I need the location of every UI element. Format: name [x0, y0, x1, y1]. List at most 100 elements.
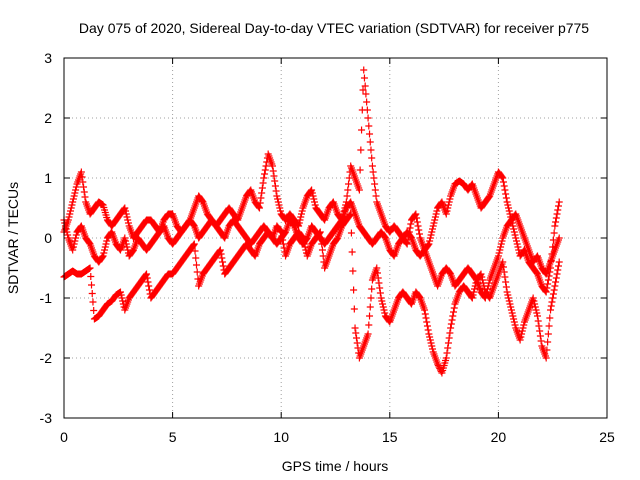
data-point: [376, 284, 384, 292]
data-point: [450, 304, 458, 312]
data-point: [546, 314, 554, 322]
y-tick-label: 3: [44, 50, 52, 66]
data-point: [517, 333, 525, 341]
data-point: [278, 232, 286, 240]
data-point: [514, 243, 522, 251]
data-point: [87, 273, 95, 280]
data-point: [90, 307, 98, 314]
data-point: [377, 294, 385, 302]
data-point: [543, 346, 551, 354]
data-point: [429, 345, 437, 353]
data-point: [450, 308, 458, 316]
data-point: [497, 240, 505, 248]
data-point: [444, 339, 452, 347]
data-point: [549, 290, 557, 298]
data-point: [551, 282, 559, 290]
data-point: [193, 268, 201, 276]
data-point: [432, 210, 440, 218]
data-point: [269, 167, 277, 175]
data-point: [347, 229, 355, 237]
data-point: [360, 66, 368, 74]
y-tick-labels: -3 -2 -1 0 1 2 3: [40, 50, 53, 426]
data-point: [290, 221, 298, 229]
data-point: [270, 172, 278, 180]
data-point: [77, 168, 85, 176]
data-point: [547, 306, 555, 314]
data-point: [554, 266, 562, 274]
data-point: [271, 182, 279, 190]
data-point: [534, 317, 542, 325]
data-point: [413, 214, 421, 222]
data-point: [529, 294, 537, 302]
data-point: [350, 305, 358, 313]
data-point: [428, 228, 436, 236]
data-point: [543, 284, 551, 292]
data-point: [509, 312, 517, 320]
data-point: [296, 216, 304, 224]
data-point: [89, 298, 97, 306]
data-point: [510, 225, 518, 233]
data-point: [415, 226, 423, 234]
data-point: [444, 204, 452, 212]
data-point: [352, 334, 360, 342]
data-point: [352, 329, 360, 337]
data-point: [510, 228, 518, 236]
y-tick-label: 0: [44, 230, 52, 246]
data-point: [122, 240, 130, 248]
data-point: [121, 204, 129, 212]
data-point: [124, 219, 132, 227]
data-point: [549, 294, 557, 302]
data-point: [353, 339, 361, 347]
data-point: [145, 282, 153, 290]
data-point: [345, 180, 353, 188]
data-point: [518, 327, 526, 335]
data-point: [78, 173, 86, 181]
data-point: [536, 332, 544, 340]
data-point: [542, 288, 550, 296]
data-point: [360, 74, 368, 82]
data-point: [118, 294, 126, 302]
data-point: [430, 219, 438, 227]
data-point: [552, 274, 560, 282]
data-point: [429, 225, 437, 233]
data-point: [376, 289, 384, 297]
data-point: [501, 186, 509, 194]
data-point: [507, 303, 515, 311]
data-point: [99, 252, 107, 260]
x-tick-labels: 0 5 10 15 20 25: [60, 429, 615, 445]
data-point: [69, 243, 77, 251]
data-point: [219, 258, 227, 266]
data-point: [532, 306, 540, 314]
data-point: [513, 240, 521, 248]
data-point: [497, 243, 505, 251]
plot-frame: [63, 57, 608, 419]
data-point: [274, 198, 282, 206]
data-point: [358, 126, 366, 134]
data-point: [496, 246, 504, 254]
data-point: [512, 234, 520, 242]
data-point: [80, 188, 88, 196]
data-point: [368, 285, 376, 293]
data-point: [298, 207, 306, 215]
data-point: [365, 122, 373, 130]
data-point: [421, 306, 429, 314]
data-point: [548, 298, 556, 306]
data-point: [119, 297, 127, 305]
data-point: [349, 267, 357, 275]
data-point: [257, 194, 265, 202]
data-point: [407, 220, 415, 228]
data-point: [279, 240, 287, 248]
data-point: [555, 258, 563, 266]
data-point: [190, 241, 198, 249]
data-point: [533, 309, 541, 317]
data-point: [381, 309, 389, 317]
data-point: [520, 321, 528, 329]
data-point: [444, 201, 452, 209]
data-point: [544, 330, 552, 338]
data-point: [333, 235, 341, 243]
data-point: [316, 228, 324, 236]
data-point: [469, 291, 477, 299]
data-point: [407, 233, 415, 241]
data-point: [88, 290, 96, 297]
